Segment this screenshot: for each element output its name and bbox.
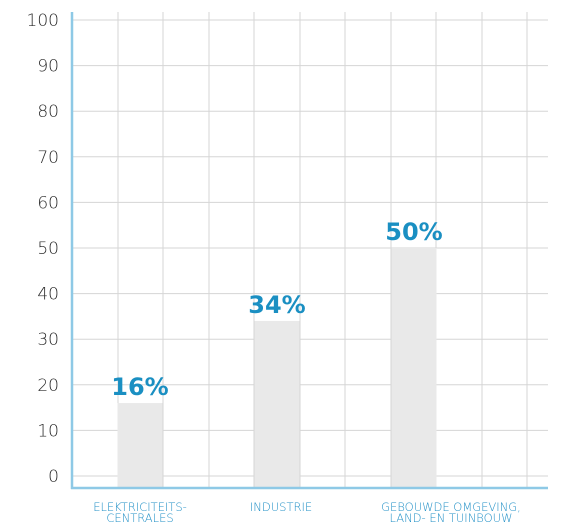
- y-tick-label-60: 60: [37, 193, 59, 213]
- bar-2: [254, 320, 300, 488]
- y-tick-label-70: 70: [37, 148, 59, 168]
- category-label-1: ELEKTRICITEITS-CENTRALES: [93, 500, 187, 525]
- y-tick-label-10: 10: [37, 421, 59, 441]
- data-label-3: 50%: [385, 218, 442, 246]
- category-label-3: GEBOUWDE OMGEVING, LAND- EN TUINBOUW: [381, 500, 521, 525]
- y-tick-label-30: 30: [37, 330, 59, 350]
- category-label-2: INDUSTRIE: [250, 500, 312, 514]
- bars: [117, 248, 437, 488]
- y-tick-label-0: 0: [48, 467, 59, 487]
- y-tick-labels: 0 10 20 30 40 50 60 70 80 90 100: [27, 11, 59, 487]
- y-tick-label-100: 100: [27, 11, 59, 31]
- data-label-2: 34%: [248, 291, 305, 319]
- y-tick-label-20: 20: [37, 376, 59, 396]
- grid-lines: [72, 12, 548, 488]
- y-tick-label-50: 50: [37, 239, 59, 259]
- category-labels: ELEKTRICITEITS-CENTRALES INDUSTRIE GEBOUWD…: [93, 500, 521, 525]
- data-label-1: 16%: [111, 373, 168, 401]
- data-labels: 16% 34% 50%: [111, 218, 442, 401]
- bar-3: [391, 248, 437, 488]
- y-tick-label-80: 80: [37, 102, 59, 122]
- y-tick-label-40: 40: [37, 285, 59, 305]
- y-tick-label-90: 90: [37, 57, 59, 77]
- bar-1: [117, 403, 163, 488]
- axes: [70, 12, 548, 490]
